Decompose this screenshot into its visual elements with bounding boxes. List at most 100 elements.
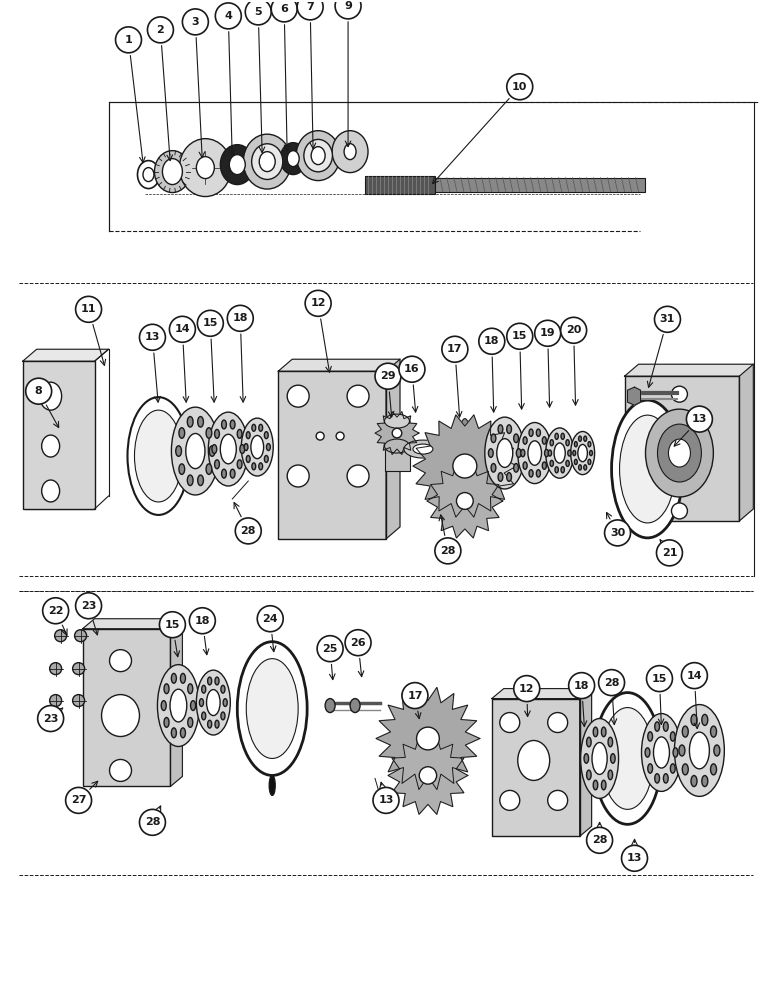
- Polygon shape: [413, 415, 516, 517]
- Text: 20: 20: [566, 325, 581, 335]
- Circle shape: [646, 666, 672, 692]
- Polygon shape: [740, 364, 753, 521]
- Circle shape: [604, 520, 631, 546]
- Ellipse shape: [547, 713, 567, 733]
- Ellipse shape: [544, 449, 549, 457]
- Bar: [83, 629, 171, 786]
- Ellipse shape: [608, 737, 613, 747]
- Ellipse shape: [611, 400, 683, 538]
- Circle shape: [375, 363, 401, 389]
- Ellipse shape: [246, 455, 250, 462]
- Ellipse shape: [164, 684, 169, 694]
- Ellipse shape: [513, 434, 519, 443]
- Circle shape: [435, 538, 461, 564]
- Ellipse shape: [691, 714, 697, 725]
- Ellipse shape: [648, 732, 652, 741]
- Ellipse shape: [287, 465, 309, 487]
- Circle shape: [297, 0, 323, 20]
- Circle shape: [621, 845, 648, 871]
- Ellipse shape: [179, 428, 185, 438]
- Ellipse shape: [601, 780, 606, 790]
- Ellipse shape: [499, 790, 520, 810]
- Ellipse shape: [584, 465, 587, 470]
- Ellipse shape: [42, 435, 59, 457]
- Ellipse shape: [672, 386, 687, 402]
- Polygon shape: [171, 619, 182, 786]
- Circle shape: [682, 663, 707, 689]
- Ellipse shape: [453, 454, 477, 478]
- Text: 29: 29: [380, 371, 396, 381]
- Ellipse shape: [176, 446, 181, 456]
- Ellipse shape: [206, 464, 212, 474]
- Ellipse shape: [653, 737, 669, 768]
- Ellipse shape: [566, 440, 569, 446]
- Polygon shape: [375, 412, 419, 454]
- Ellipse shape: [566, 460, 569, 466]
- Ellipse shape: [413, 444, 433, 454]
- Ellipse shape: [170, 689, 187, 722]
- Text: 28: 28: [604, 678, 619, 688]
- Ellipse shape: [608, 770, 613, 780]
- Ellipse shape: [215, 677, 219, 685]
- Ellipse shape: [134, 410, 182, 502]
- Ellipse shape: [521, 449, 525, 457]
- Ellipse shape: [154, 151, 191, 193]
- Ellipse shape: [162, 159, 182, 185]
- Circle shape: [66, 787, 92, 813]
- Ellipse shape: [417, 727, 439, 750]
- Circle shape: [116, 27, 141, 53]
- Ellipse shape: [620, 415, 676, 523]
- Ellipse shape: [296, 131, 340, 181]
- Ellipse shape: [259, 424, 262, 431]
- Circle shape: [235, 518, 261, 544]
- Ellipse shape: [161, 701, 166, 710]
- Text: 3: 3: [191, 17, 199, 27]
- Bar: [492, 699, 580, 836]
- Circle shape: [560, 317, 587, 343]
- Ellipse shape: [655, 774, 659, 783]
- Circle shape: [257, 606, 283, 632]
- Ellipse shape: [648, 764, 652, 773]
- Text: 13: 13: [145, 332, 160, 342]
- Ellipse shape: [201, 685, 206, 693]
- Ellipse shape: [498, 425, 503, 433]
- Ellipse shape: [246, 659, 298, 758]
- Polygon shape: [580, 689, 591, 836]
- Text: 22: 22: [48, 606, 63, 616]
- Ellipse shape: [601, 727, 606, 737]
- Ellipse shape: [537, 470, 540, 477]
- Circle shape: [598, 670, 625, 696]
- Circle shape: [189, 608, 215, 634]
- Ellipse shape: [384, 439, 409, 453]
- Ellipse shape: [317, 432, 324, 440]
- Ellipse shape: [420, 717, 436, 794]
- Ellipse shape: [252, 144, 283, 179]
- Ellipse shape: [304, 139, 333, 172]
- Ellipse shape: [573, 450, 576, 456]
- Ellipse shape: [550, 460, 554, 466]
- Text: 25: 25: [323, 644, 338, 654]
- Ellipse shape: [251, 435, 263, 459]
- Ellipse shape: [645, 748, 650, 757]
- Ellipse shape: [179, 139, 232, 197]
- Ellipse shape: [269, 775, 275, 795]
- Circle shape: [147, 17, 174, 43]
- Circle shape: [305, 290, 331, 316]
- Ellipse shape: [567, 450, 571, 456]
- Ellipse shape: [221, 712, 225, 720]
- Ellipse shape: [577, 444, 587, 462]
- Ellipse shape: [137, 161, 160, 189]
- Ellipse shape: [171, 407, 219, 495]
- Ellipse shape: [186, 433, 205, 469]
- Ellipse shape: [222, 469, 226, 478]
- Circle shape: [345, 630, 371, 656]
- Polygon shape: [278, 359, 400, 371]
- Text: 2: 2: [157, 25, 164, 35]
- Circle shape: [513, 676, 540, 702]
- Ellipse shape: [215, 460, 219, 469]
- Ellipse shape: [230, 469, 235, 478]
- Polygon shape: [83, 619, 182, 629]
- Text: 30: 30: [610, 528, 625, 538]
- Ellipse shape: [587, 770, 591, 780]
- Ellipse shape: [506, 473, 512, 481]
